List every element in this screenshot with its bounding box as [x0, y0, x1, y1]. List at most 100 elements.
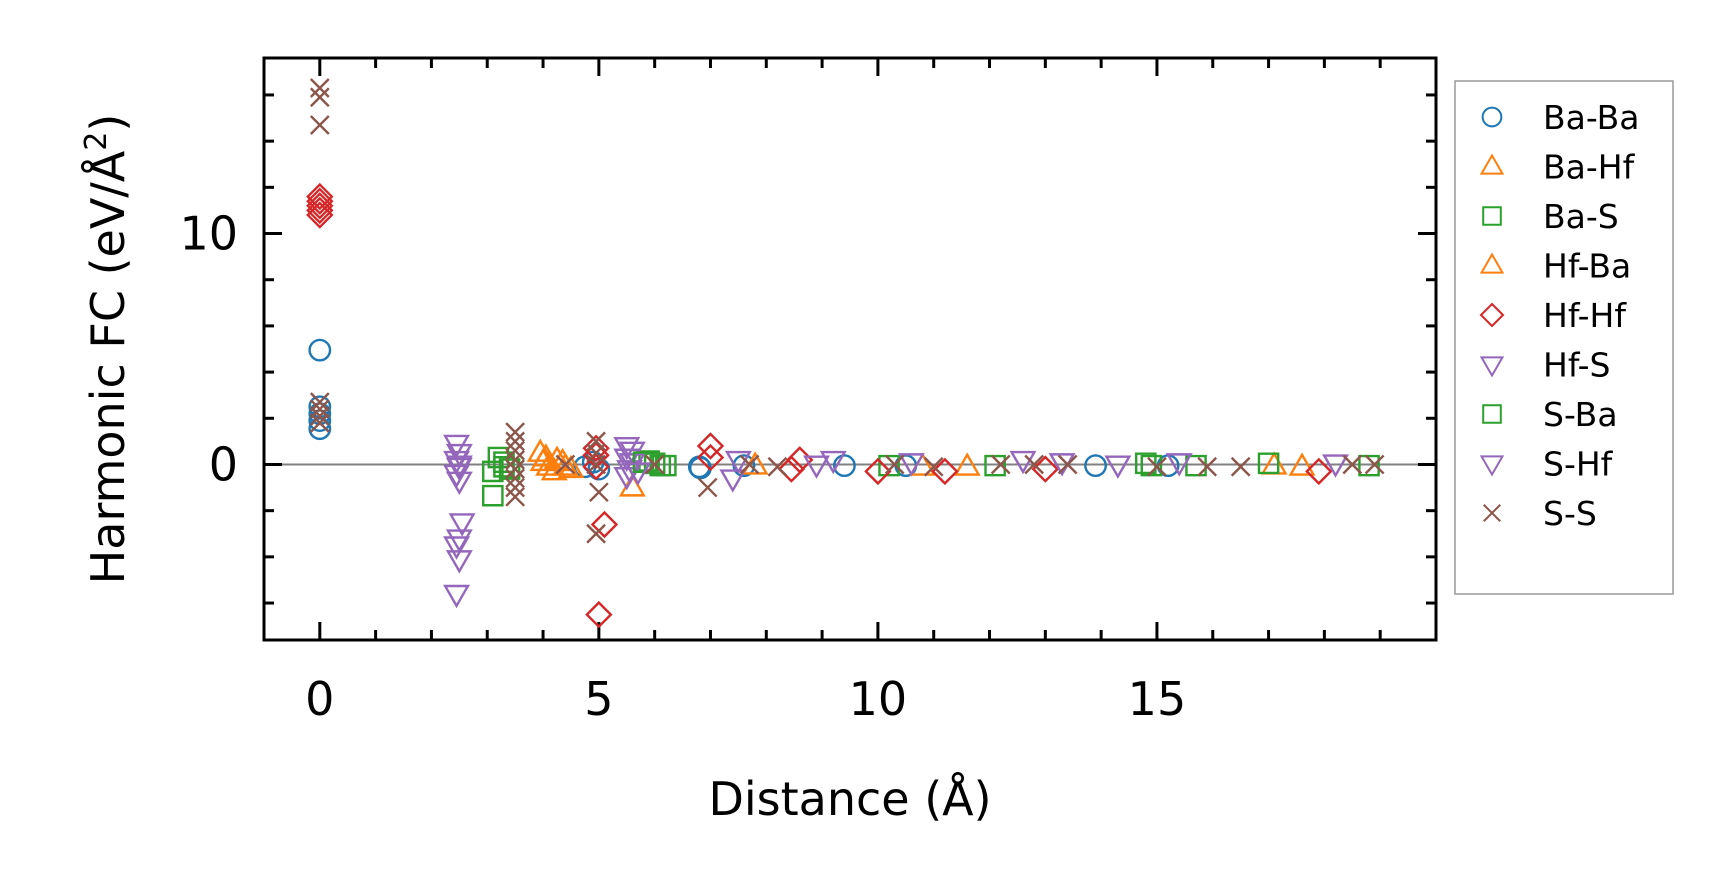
y-axis-title: Harmonic FC (eV/Å2) — [79, 114, 135, 585]
data-point — [931, 457, 959, 486]
legend: Ba-Ba Ba-Hf Ba-S Hf-Ba Hf-Hf Hf-S S-Ba S-Hf S-S — [1479, 98, 1639, 533]
legend-item: S-Ba — [1482, 395, 1618, 434]
data-point — [1322, 454, 1350, 478]
data-point — [878, 454, 900, 477]
data-point — [535, 452, 563, 476]
legend-item: Hf-Hf — [1479, 296, 1627, 335]
data-point — [1288, 452, 1316, 476]
data-point — [505, 486, 525, 507]
x-tick-label: 15 — [1128, 672, 1187, 726]
data-point — [803, 455, 830, 479]
data-point — [443, 536, 471, 560]
legend-marker — [1479, 302, 1505, 328]
legend-item: Ba-S — [1482, 197, 1619, 236]
legend-marker — [1481, 106, 1503, 128]
legend-label: Ba-Hf — [1543, 148, 1636, 187]
y-axis-title-main: Harmonic FC (eV/Å — [81, 150, 135, 584]
data-point — [482, 484, 504, 507]
data-point — [482, 460, 504, 483]
legend-label: Ba-Ba — [1543, 98, 1639, 137]
data-point — [555, 454, 576, 475]
data-point — [1305, 457, 1333, 486]
data-point — [582, 453, 610, 481]
data-point — [739, 454, 760, 475]
series-hf-ba — [529, 445, 579, 476]
legend-marker — [1482, 404, 1502, 424]
data-point — [923, 456, 944, 477]
legend-marker — [1479, 455, 1505, 477]
data-point — [306, 192, 334, 220]
data-point — [505, 459, 525, 479]
data-point — [953, 452, 981, 476]
legend-label: Hf-Ba — [1543, 247, 1631, 286]
data-point — [551, 452, 579, 476]
y-axis-title-superscript: 2 — [79, 132, 114, 151]
data-point — [1057, 454, 1078, 475]
data-point — [505, 431, 525, 452]
legend-marker — [1482, 206, 1502, 226]
data-point — [984, 454, 1006, 477]
data-point — [819, 450, 847, 475]
legend-label: S-S — [1543, 494, 1597, 533]
legend-label: S-Ba — [1543, 395, 1618, 434]
legend-marker — [1479, 252, 1505, 274]
data-point — [582, 441, 610, 469]
data-point — [696, 432, 725, 460]
y-tick-label: 10 — [179, 207, 238, 261]
data-point — [309, 392, 330, 412]
data-point — [309, 115, 330, 135]
legend-item: Hf-Ba — [1479, 247, 1631, 286]
data-point — [719, 469, 747, 493]
data-point — [585, 600, 613, 629]
series-hf-s — [443, 434, 1193, 609]
data-point — [884, 454, 905, 475]
data-point — [505, 477, 525, 498]
legend-box — [1454, 80, 1674, 595]
legend-item: S-S — [1483, 494, 1597, 533]
data-point — [833, 454, 856, 478]
series-s-s — [309, 78, 1385, 544]
data-point — [724, 450, 752, 475]
data-point — [308, 417, 332, 441]
tick-labels: 0 5 10 15 0 10 — [179, 207, 1186, 726]
x-tick-label: 5 — [584, 672, 613, 726]
data-point — [1104, 455, 1132, 479]
data-point — [586, 454, 606, 475]
plot-frame — [262, 56, 1438, 642]
data-point — [445, 471, 473, 496]
data-point — [897, 453, 925, 477]
data-point — [505, 422, 525, 442]
legend-label: Ba-S — [1543, 197, 1619, 236]
legend-marker — [1479, 356, 1505, 378]
data-point — [309, 406, 330, 426]
legend-label: Hf-S — [1543, 346, 1610, 385]
data-point — [644, 454, 665, 475]
data-point — [777, 455, 806, 483]
data-point — [309, 399, 330, 419]
data-point — [1358, 454, 1380, 477]
data-point — [445, 550, 473, 574]
series-s-hf — [445, 454, 1350, 486]
data-point — [864, 457, 892, 486]
data-point — [1185, 454, 1207, 477]
data-point — [445, 455, 473, 479]
data-point — [309, 78, 330, 98]
x-tick-label: 10 — [849, 672, 908, 726]
data-point — [1197, 456, 1218, 477]
legend-marker — [1483, 504, 1501, 522]
data-point — [1009, 450, 1037, 475]
data-point — [443, 584, 471, 609]
y-axis-title-close: ) — [81, 114, 135, 132]
legend-label: S-Hf — [1543, 445, 1614, 484]
data-point — [613, 467, 641, 491]
legend-item: Ba-Ba — [1481, 98, 1639, 137]
legend-marker — [1479, 153, 1505, 175]
data-point — [448, 513, 476, 537]
data-point — [308, 338, 332, 362]
data-markers — [306, 78, 1385, 629]
data-point — [1134, 452, 1157, 475]
data-point — [306, 182, 334, 211]
data-point — [306, 187, 334, 215]
data-point — [1342, 454, 1363, 475]
